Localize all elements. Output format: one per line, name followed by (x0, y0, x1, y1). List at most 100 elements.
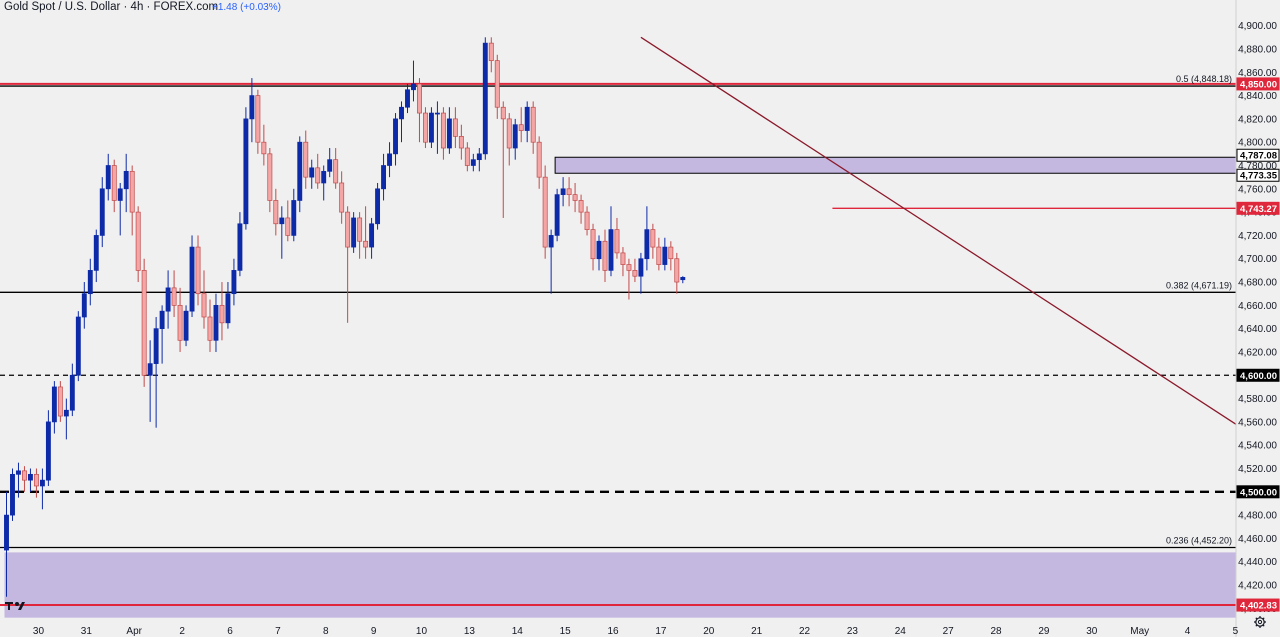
candle (458, 124, 464, 160)
candle-body (27, 473, 33, 481)
candle (249, 78, 255, 143)
candle-body (159, 310, 165, 330)
candle-body (566, 188, 572, 195)
candle (51, 381, 57, 434)
candle-body (147, 363, 153, 376)
candle (428, 107, 434, 149)
price-badge-text: 4,402.83 (1240, 601, 1277, 612)
time-axis[interactable]: 30 31 Apr 2 6 7 8 9 10 13 14 15 16 17 20 21 22 23 24 27 28 29… (33, 626, 1239, 637)
chart-title: Gold Spot / U.S. Dollar · 4h · FOREX.com (4, 1, 218, 13)
candle-body (674, 258, 680, 283)
price-badge-bg (1236, 201, 1280, 215)
candle-body (183, 310, 189, 341)
candle (135, 206, 141, 283)
time-tick-label: 14 (512, 626, 524, 637)
candle-body (255, 95, 261, 143)
candle (27, 468, 33, 492)
time-tick-label: 10 (416, 626, 428, 637)
price-badge-text: 4,787.08 (1240, 151, 1277, 162)
candle (279, 206, 285, 259)
price-tick-label: 4,780.00 (1238, 161, 1277, 172)
candle-body (536, 141, 542, 178)
candle (500, 101, 506, 218)
candle-body (219, 304, 225, 324)
time-tick-label: 22 (799, 626, 811, 637)
candle (602, 229, 608, 283)
price-badge-bg (1236, 598, 1280, 612)
candle-body (614, 229, 620, 254)
candle-body (644, 229, 650, 260)
candle-body (303, 141, 309, 178)
candle (183, 305, 189, 347)
price-tick-label: 4,720.00 (1238, 231, 1277, 242)
time-tick-label: 5 (1233, 626, 1239, 637)
time-tick-label: 17 (655, 626, 667, 637)
candle (536, 136, 542, 189)
candle (596, 235, 602, 271)
candle-body (57, 386, 63, 417)
candle (4, 491, 9, 597)
candle (632, 258, 638, 283)
price-axis[interactable]: 4,400.004,420.004,440.004,460.004,480.00… (1235, 0, 1280, 637)
candle-body (482, 42, 488, 155)
candle (129, 165, 135, 236)
candle-body (500, 106, 506, 120)
candle-body (411, 83, 416, 91)
candle-body (494, 60, 500, 108)
candle-body (279, 217, 285, 225)
candle-body (405, 89, 410, 108)
candle-body (440, 112, 446, 149)
trendline-group (640, 36, 1276, 451)
candle (590, 223, 596, 271)
candle-body (530, 106, 536, 143)
candle (524, 101, 530, 143)
candle (165, 270, 171, 329)
candle (638, 252, 644, 294)
candle (147, 340, 153, 422)
candle (423, 107, 428, 149)
candle (656, 237, 662, 271)
candle (297, 136, 303, 213)
price-tick-label: 4,660.00 (1238, 301, 1277, 312)
candle-body (81, 293, 87, 318)
candle-body (243, 118, 249, 225)
candle (339, 171, 345, 224)
price-badge: 4,402.83 (1236, 598, 1280, 612)
candle (476, 148, 482, 172)
candle-body (33, 473, 39, 487)
candle-body (339, 182, 345, 213)
candle (566, 177, 572, 207)
candle-body (357, 217, 363, 242)
candle (63, 398, 69, 440)
candle-body (135, 211, 141, 271)
time-tick-label: May (1130, 626, 1149, 637)
candle (255, 89, 261, 154)
time-tick-label: 7 (275, 626, 281, 637)
price-tick-label: 4,880.00 (1238, 44, 1277, 55)
candle (285, 200, 291, 242)
candle-body (668, 246, 674, 260)
candle (411, 60, 416, 102)
time-tick-label: 6 (227, 626, 233, 637)
candle (674, 252, 680, 294)
candle (446, 107, 452, 154)
horizontal-levels (0, 82, 1236, 607)
time-tick-label: Apr (126, 626, 142, 637)
candle-body (423, 112, 428, 143)
candle-body (249, 95, 255, 120)
candle (345, 206, 351, 323)
candle (75, 311, 81, 382)
candle-body (602, 240, 608, 271)
candle-body (399, 106, 404, 120)
time-tick-label: 4 (1185, 626, 1191, 637)
candle (243, 107, 249, 230)
candle-body (596, 240, 602, 260)
price-badge-text: 4,743.27 (1240, 204, 1277, 215)
candle (81, 282, 87, 329)
price-tick-label: 4,700.00 (1238, 254, 1277, 265)
candle-body (16, 470, 21, 475)
candle-body (638, 258, 644, 277)
candle-body (123, 170, 129, 190)
gear-icon[interactable] (1254, 616, 1266, 628)
